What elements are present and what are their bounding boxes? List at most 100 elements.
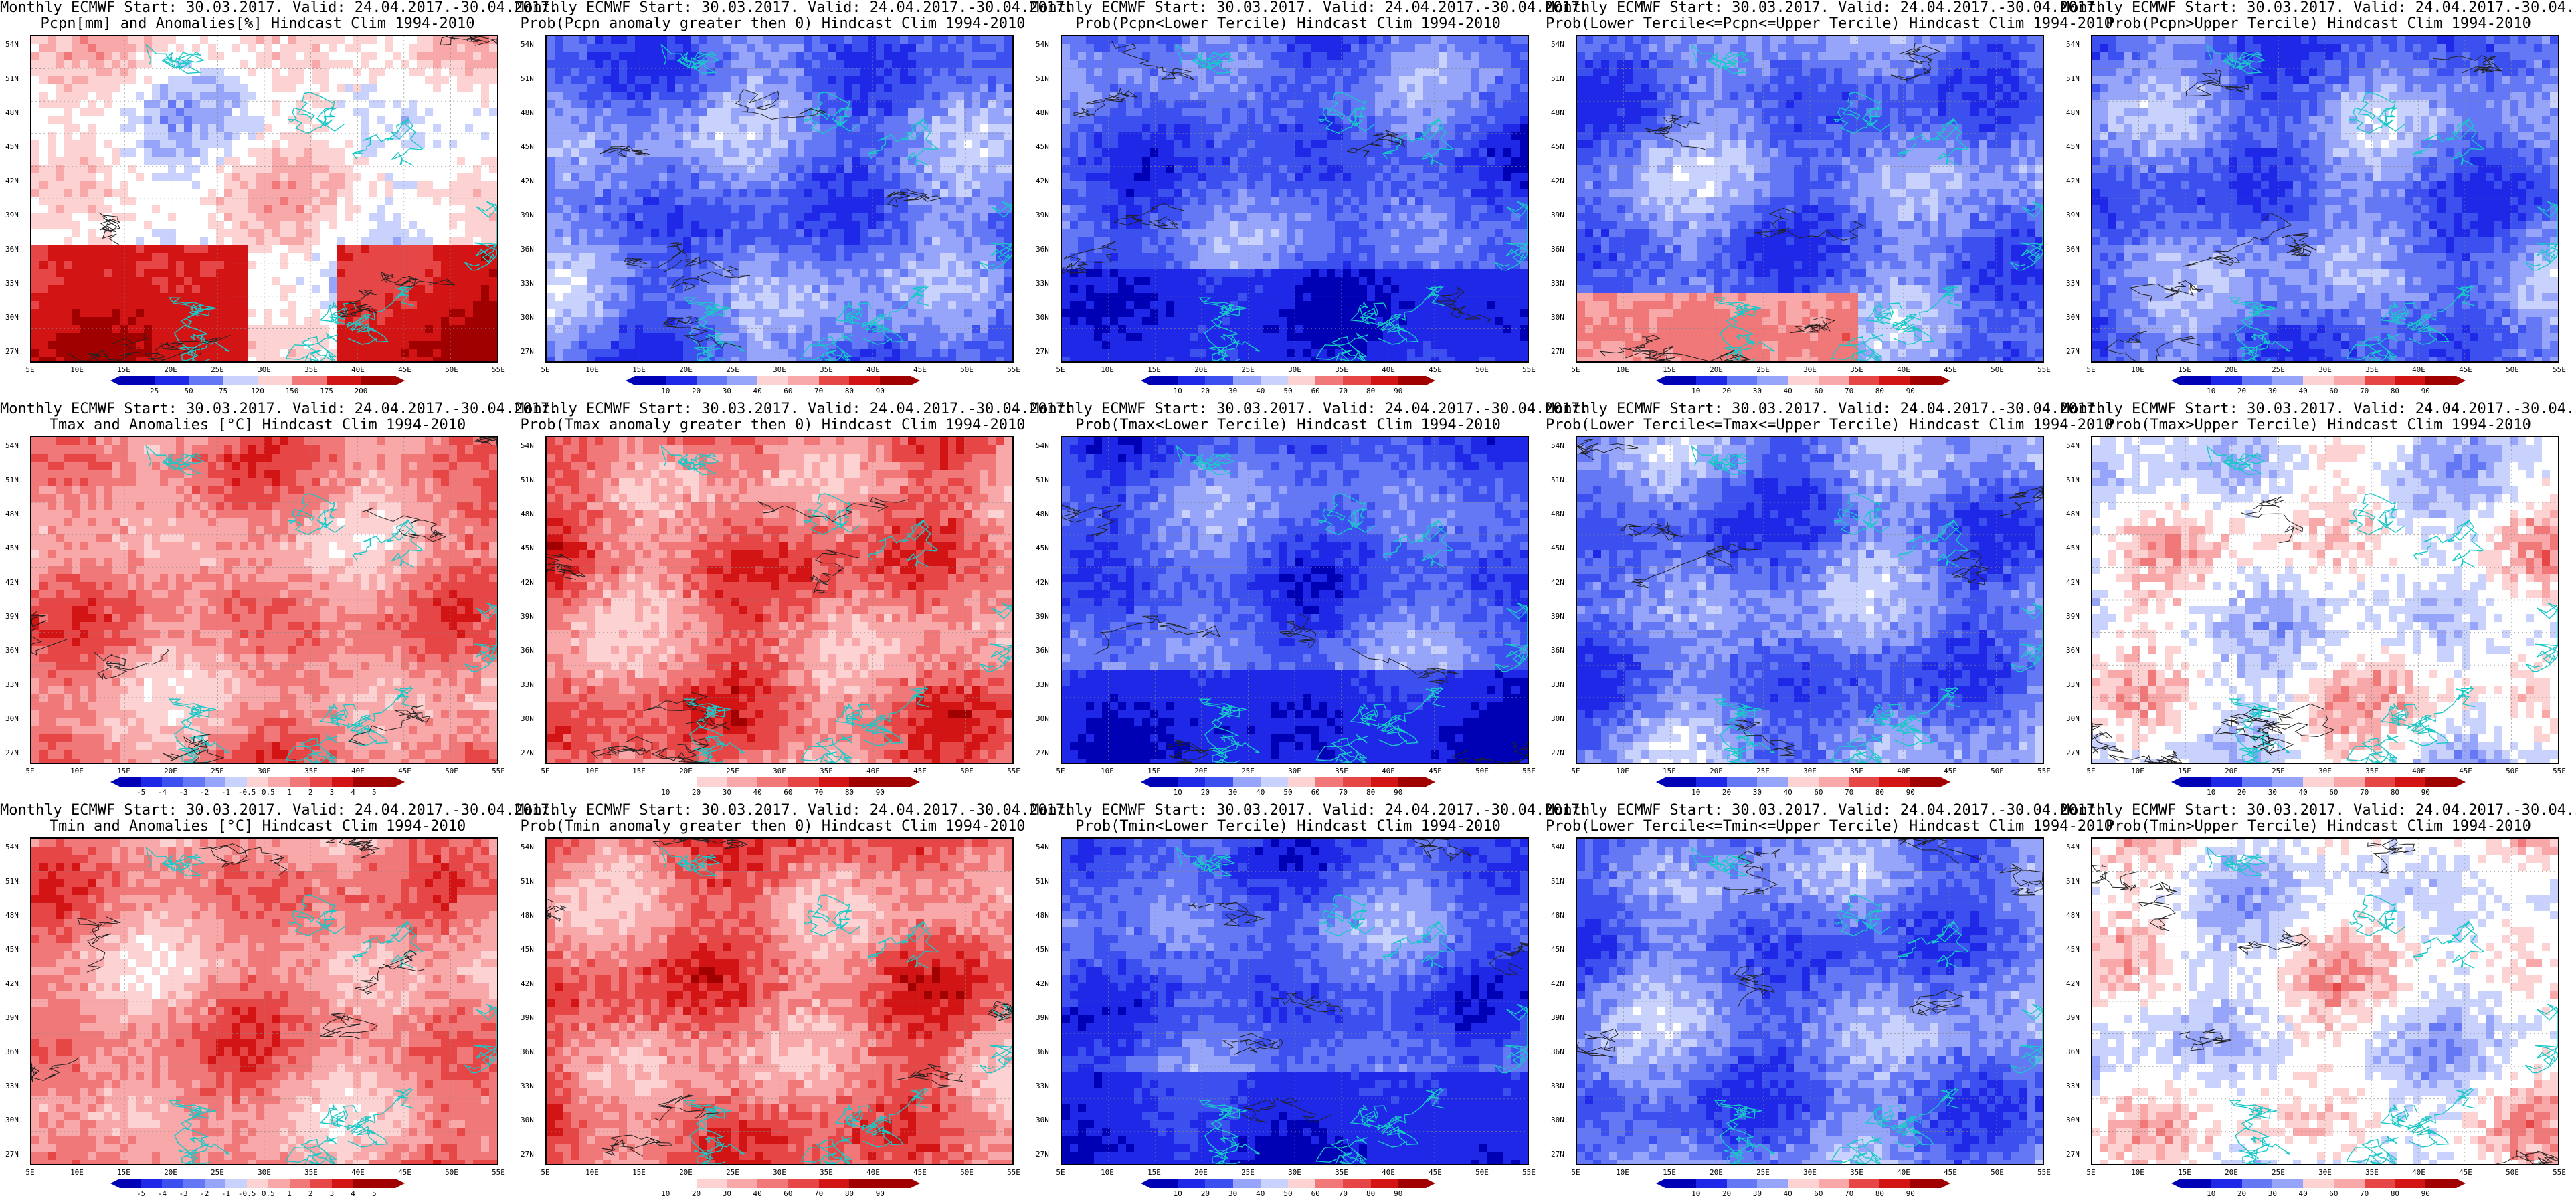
colorbar-cell — [1150, 1179, 1178, 1188]
colorbar-cell — [310, 777, 333, 787]
contour-line — [94, 648, 169, 680]
contour-line — [2496, 1150, 2558, 1164]
contour-line — [1436, 286, 1492, 323]
lat-label: 45N — [1551, 945, 1564, 954]
colorbar-label: 10 — [2207, 1189, 2215, 1198]
forecast-panel: Monthly ECMWF Start: 30.03.2017. Valid: … — [1030, 0, 1588, 401]
colorbar-cell — [1232, 376, 1261, 385]
map-canvas — [1576, 436, 2044, 764]
lat-label: 33N — [521, 279, 534, 288]
colorbar-label: 30 — [1228, 387, 1237, 395]
colorbar-cell — [374, 777, 396, 787]
lon-label: 15E — [117, 1168, 130, 1177]
coastline — [1315, 734, 1368, 763]
coastline — [168, 297, 216, 328]
panel-title-line1: Monthly ECMWF Start: 30.03.2017. Valid: … — [0, 0, 558, 16]
colorbar-cell — [1849, 376, 1880, 385]
contour-line — [31, 1056, 79, 1082]
colorbar-label: 30 — [2268, 387, 2277, 395]
colorbar-label: 10 — [661, 1189, 670, 1198]
lon-label: 25E — [1241, 365, 1255, 374]
lon-label: 45E — [913, 1168, 927, 1177]
colorbar-label: 60 — [1814, 788, 1823, 797]
coastline — [800, 1135, 853, 1164]
contour-line — [2137, 881, 2177, 932]
lat-label: 45N — [2066, 544, 2080, 553]
lat-label: 54N — [2066, 843, 2080, 851]
panel-title-line1: Monthly ECMWF Start: 30.03.2017. Valid: … — [515, 401, 1073, 417]
coastline — [1719, 325, 1775, 361]
lat-label: 27N — [1036, 748, 1049, 757]
contour-line — [1346, 130, 1406, 157]
contour-line — [1599, 344, 1750, 361]
coastline — [1831, 1135, 1883, 1164]
lat-label: 36N — [1036, 646, 1049, 655]
lon-label: 25E — [2272, 767, 2285, 775]
coastline — [1719, 1128, 1775, 1164]
colorbar-max-arrow — [911, 1179, 920, 1188]
coastline — [2206, 43, 2266, 74]
field-map — [2092, 839, 2558, 1164]
lon-label: 25E — [211, 365, 224, 374]
colorbar-cell — [120, 1179, 142, 1188]
coastline — [1378, 686, 1445, 746]
lat-label: 30N — [1551, 1116, 1564, 1124]
map-canvas — [1061, 837, 1529, 1165]
colorbar-label: 70 — [2360, 1189, 2369, 1198]
colorbar-label: 70 — [2360, 387, 2369, 395]
lat-label: 30N — [1551, 714, 1564, 723]
forecast-panel: Monthly ECMWF Start: 30.03.2017. Valid: … — [515, 401, 1073, 803]
lat-label: 30N — [521, 313, 534, 322]
colorbar-cell — [225, 777, 248, 787]
colorbar-cell — [268, 1179, 290, 1188]
field-map — [2092, 437, 2558, 763]
coastline — [1350, 1104, 1419, 1146]
field-map — [2092, 36, 2558, 361]
lat-label: 48N — [1551, 911, 1564, 920]
colorbar-min-arrow — [1656, 777, 1665, 787]
contour-line — [1951, 549, 1990, 585]
colorbar-cell — [223, 376, 258, 385]
colorbar-cell — [120, 376, 155, 385]
lat-label: 33N — [1551, 1082, 1564, 1090]
colorbar-cell — [353, 777, 375, 787]
colorbar-label: 30 — [1753, 1189, 1762, 1198]
lat-label: 54N — [1036, 843, 1049, 851]
lat-label: 33N — [1036, 279, 1049, 288]
lon-label: 50E — [1991, 1168, 2004, 1177]
contour-line — [1619, 522, 1683, 542]
colorbar-cell — [204, 777, 226, 787]
colorbar — [626, 376, 920, 385]
colorbar-label: 60 — [2329, 1189, 2338, 1198]
lat-label: 27N — [1036, 347, 1049, 356]
coastline — [1315, 1135, 1368, 1164]
lon-label: 10E — [1101, 767, 1114, 775]
colorbar-label: 90 — [1394, 788, 1402, 797]
lon-label: 45E — [398, 1168, 411, 1177]
colorbar-label: 30 — [1228, 1189, 1237, 1198]
lon-label: 35E — [304, 1168, 318, 1177]
lat-label: 51N — [5, 74, 19, 83]
lat-label: 54N — [1036, 441, 1049, 450]
lat-label: 42N — [5, 578, 19, 587]
contour-line — [2128, 280, 2204, 303]
colorbar-cell — [1757, 777, 1788, 787]
colorbar-max-arrow — [395, 777, 405, 787]
lat-label: 48N — [2066, 510, 2080, 518]
panel-title-line2: Prob(Lower Tercile<=Tmax<=Upper Tercile)… — [1546, 417, 2113, 433]
colorbar-cell — [2333, 777, 2365, 787]
lon-label: 50E — [1475, 767, 1489, 775]
lon-label: 50E — [445, 365, 458, 374]
lat-label: 42N — [2066, 979, 2080, 988]
forecast-panel: Monthly ECMWF Start: 30.03.2017. Valid: … — [1546, 0, 2113, 401]
coastline — [168, 698, 216, 729]
colorbar-label: 80 — [2391, 387, 2399, 395]
lon-label: 15E — [2178, 767, 2191, 775]
forecast-panel: Monthly ECMWF Start: 30.03.2017. Valid: … — [1030, 803, 1588, 1204]
colorbar-label: 90 — [876, 387, 885, 395]
colorbar-cell — [757, 777, 789, 787]
lon-label: 20E — [164, 1168, 177, 1177]
lat-label: 51N — [2066, 74, 2080, 83]
lat-label: 48N — [521, 911, 534, 920]
lat-label: 27N — [2066, 347, 2080, 356]
